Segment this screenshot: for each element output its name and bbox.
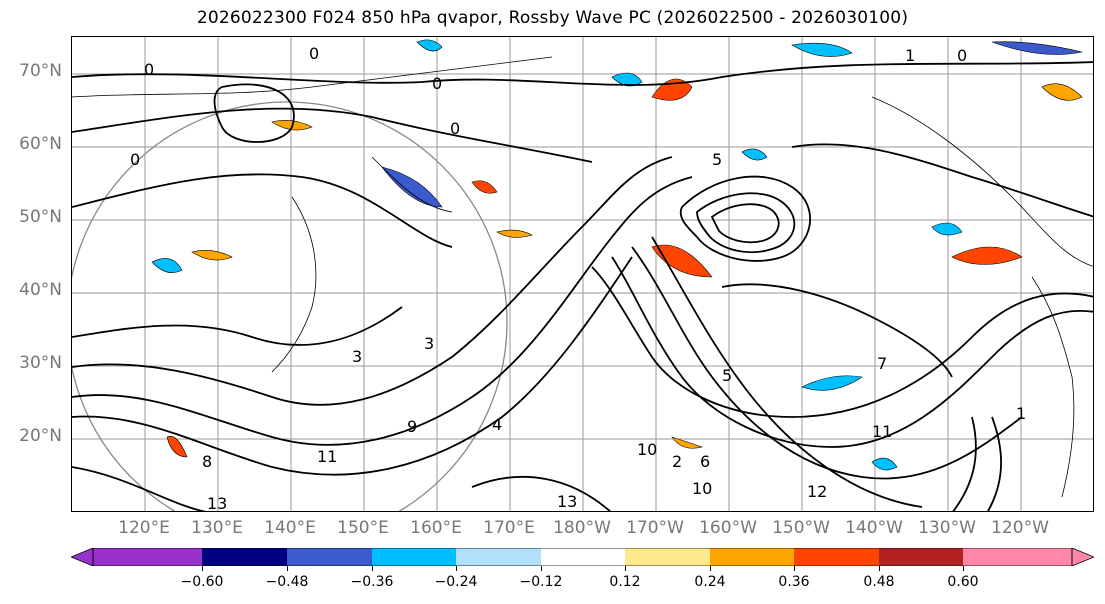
- lon-label-160e: 160°E: [410, 518, 462, 538]
- colorbar-tick-label: −0.12: [519, 574, 563, 590]
- colorbar-tick-label: 0.48: [863, 574, 895, 590]
- contour-label: 2: [672, 452, 682, 471]
- contour-label: 10: [637, 440, 657, 459]
- contour-label: 10: [692, 479, 712, 498]
- lon-label-130e: 130°E: [191, 518, 243, 538]
- colorbar-tick-label: −0.24: [434, 574, 478, 590]
- contour-label: 1: [1016, 404, 1026, 423]
- colorbar-over-arrow: [1071, 548, 1094, 566]
- contour-label: 3: [424, 334, 434, 353]
- contour-label: 1: [905, 46, 915, 65]
- contour-label: 7: [877, 354, 887, 373]
- contour-label: 0: [144, 60, 154, 79]
- colorbar-bin: [963, 548, 1072, 566]
- lat-label-20n: 20°N: [19, 426, 62, 446]
- lat-label-70n: 70°N: [19, 61, 62, 81]
- colorbar-bin: [287, 548, 372, 566]
- colorbar-bin: [879, 548, 963, 566]
- lon-label-140e: 140°E: [264, 518, 316, 538]
- contour-label: 5: [722, 366, 732, 385]
- colorbar-bin: [541, 548, 625, 566]
- contour-label: 0: [450, 119, 460, 138]
- colorbar: [71, 548, 1094, 566]
- colorbar-bin: [93, 548, 202, 566]
- colorbar-tick-label: 0.36: [778, 574, 810, 590]
- lat-label-40n: 40°N: [19, 280, 62, 300]
- contour-label: 8: [202, 452, 212, 471]
- contour-label: 11: [872, 422, 892, 441]
- contour-label: 12: [807, 482, 827, 501]
- anomaly-shading: [151, 39, 1083, 471]
- contour-label: 3: [352, 347, 362, 366]
- colorbar-tick-label: −0.36: [350, 574, 394, 590]
- contour-value-labels: 0 0 0 0 0 0 1 1 2 3 3 4 5 5 6 7 8 9 10 1…: [130, 44, 1026, 512]
- colorbar-bin: [625, 548, 710, 566]
- lon-label-150w: 150°W: [772, 518, 830, 538]
- contour-label: 0: [432, 74, 442, 93]
- coastlines: [72, 56, 1093, 498]
- contour-label: 9: [407, 417, 417, 436]
- colorbar-tick-label: 0.60: [947, 574, 979, 590]
- lon-label-170e: 170°E: [483, 518, 535, 538]
- lon-label-170w: 170°W: [626, 518, 684, 538]
- lat-label-60n: 60°N: [19, 134, 62, 154]
- reference-circle: [72, 101, 508, 511]
- lon-label-130w: 130°W: [918, 518, 976, 538]
- contour-label: 0: [957, 46, 967, 65]
- colorbar-bin: [456, 548, 541, 566]
- contours: [72, 61, 1093, 511]
- lon-label-150e: 150°E: [337, 518, 389, 538]
- contour-label: 0: [309, 44, 319, 63]
- lat-label-30n: 30°N: [19, 353, 62, 373]
- lon-label-120e: 120°E: [118, 518, 170, 538]
- colorbar-tick-label: −0.48: [265, 574, 309, 590]
- contour-label: 13: [557, 492, 577, 511]
- colorbar-tick-label: 0.24: [694, 574, 726, 590]
- lon-label-180w: 180°W: [553, 518, 611, 538]
- contour-label: 11: [317, 447, 337, 466]
- colorbar-bin: [710, 548, 794, 566]
- colorbar-bin: [794, 548, 879, 566]
- colorbar-segments: [93, 548, 1072, 566]
- contour-label: 13: [207, 494, 227, 512]
- contour-label: 5: [712, 150, 722, 169]
- contour-label: 4: [492, 415, 502, 434]
- lat-label-50n: 50°N: [19, 207, 62, 227]
- contour-label: 0: [130, 150, 140, 169]
- figure-title: 2026022300 F024 850 hPa qvapor, Rossby W…: [196, 8, 909, 28]
- lon-label-140w: 140°W: [845, 518, 903, 538]
- map-panel: 0 0 0 0 0 0 1 1 2 3 3 4 5 5 6 7 8 9 10 1…: [71, 36, 1094, 512]
- colorbar-tick-label: 0.12: [609, 574, 641, 590]
- lon-label-160w: 160°W: [699, 518, 757, 538]
- contour-label: 6: [700, 452, 710, 471]
- lon-label-120w: 120°W: [991, 518, 1049, 538]
- colorbar-bin: [372, 548, 456, 566]
- colorbar-tick-label: −0.60: [180, 574, 224, 590]
- map-plot: 0 0 0 0 0 0 1 1 2 3 3 4 5 5 6 7 8 9 10 1…: [72, 37, 1093, 512]
- colorbar-bin: [202, 548, 287, 566]
- colorbar-under-arrow: [71, 548, 94, 566]
